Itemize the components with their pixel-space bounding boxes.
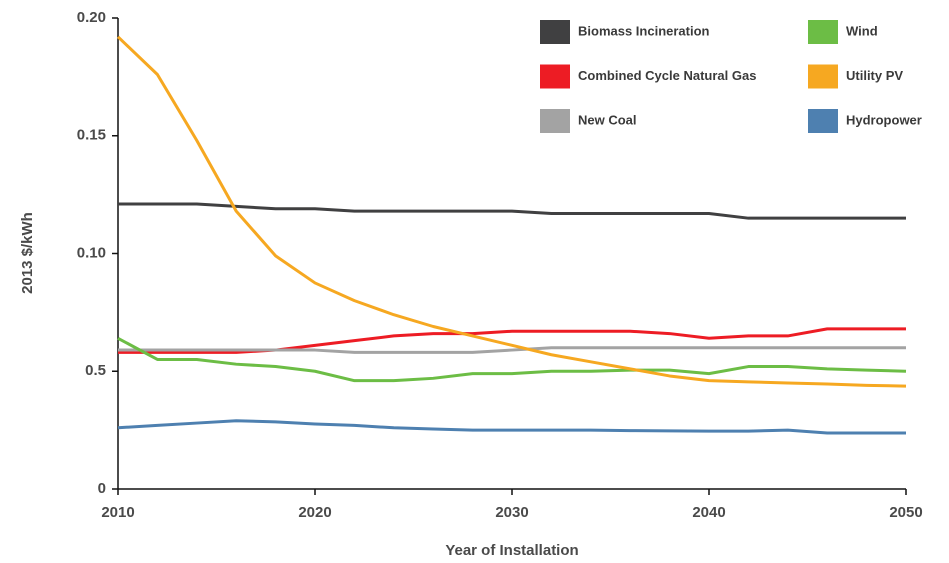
- y-axis-label: 2013 $/kWh: [19, 212, 36, 294]
- x-tick-label: 2030: [495, 504, 528, 521]
- legend-swatch: [808, 64, 838, 89]
- x-tick-label: 2050: [889, 504, 922, 521]
- series-line: [118, 346, 906, 354]
- series-line: [118, 327, 906, 354]
- legend: Utility PV: [846, 68, 903, 83]
- legend: Hydropower: [846, 112, 922, 127]
- series-line: [117, 419, 906, 435]
- x-tick-label: 2040: [692, 504, 725, 521]
- legend-swatch: [540, 64, 570, 89]
- x-tick-label: 2020: [298, 504, 331, 521]
- y-tick-label: 0.15: [77, 127, 106, 144]
- y-tick-label: 0.10: [77, 244, 106, 261]
- series-line: [116, 35, 907, 388]
- legend: Biomass Incineration: [578, 23, 710, 38]
- y-tick-label: 0: [98, 480, 106, 497]
- series-line: [118, 202, 906, 220]
- y-tick-label: 0.20: [77, 9, 106, 26]
- legend-swatch: [808, 109, 838, 133]
- x-tick-label: 2010: [101, 504, 134, 521]
- y-tick-label: 0.5: [85, 362, 106, 379]
- legend-swatch: [540, 109, 570, 133]
- series-line: [117, 336, 907, 383]
- legend: Wind: [846, 23, 878, 38]
- legend: New Coal: [578, 112, 637, 127]
- legend-swatch: [540, 20, 570, 44]
- x-axis-label: Year of Installation: [445, 542, 578, 559]
- legend: Combined Cycle Natural Gas: [578, 68, 756, 83]
- legend-swatch: [808, 20, 838, 44]
